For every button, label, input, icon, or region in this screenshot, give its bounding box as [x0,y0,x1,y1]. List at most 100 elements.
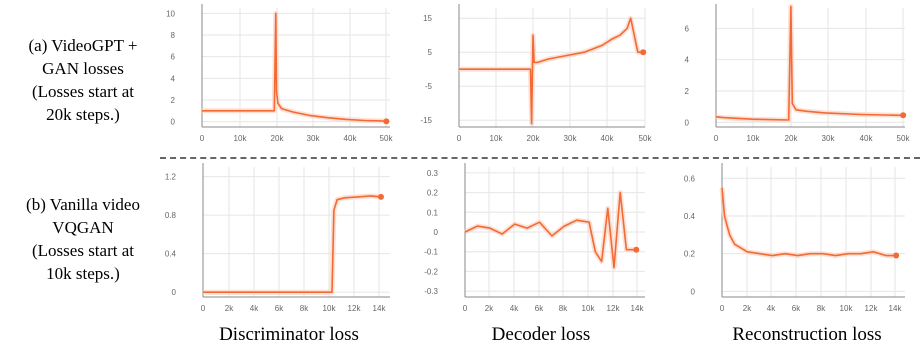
series-line [715,5,904,121]
x-tick-label: 40k [344,134,358,143]
row-label-b: (b) Vanilla video VQGAN (Losses start at… [2,193,164,285]
series-line [464,191,637,269]
x-tick-label: 10k [234,134,248,143]
row-label-b-line: 10k steps.) [46,264,120,283]
series-end-point [383,118,390,125]
y-tick-label: 0.2 [684,250,696,259]
x-tick-label: 2k [743,304,752,313]
x-tick-label: 6k [535,304,544,313]
y-tick-label: 0 [434,228,439,237]
series-end-point [377,193,384,200]
x-tick-label: 10k [747,134,761,143]
y-tick-label: 4 [685,56,690,65]
row-label-a: (a) VideoGPT + GAN losses (Losses start … [2,34,164,126]
row-label-a-line: 20k steps.) [46,105,120,124]
x-tick-label: 30k [822,134,836,143]
y-tick-label: 0.4 [684,212,696,221]
x-tick-label: 12k [865,304,879,313]
x-tick-label: 0 [201,304,206,313]
x-tick-label: 12k [607,304,621,313]
y-tick-label: 8 [171,31,176,40]
x-tick-label: 4k [250,304,259,313]
y-tick-label: 2 [171,96,176,105]
x-tick-label: 8k [817,304,826,313]
x-tick-label: 10k [323,304,337,313]
series-line [202,12,387,123]
x-tick-label: 20k [785,134,799,143]
series-line [459,17,644,125]
x-tick-label: 14k [889,304,903,313]
x-tick-label: 10k [840,304,854,313]
x-tick-label: 10k [582,304,596,313]
x-tick-label: 40k [601,134,615,143]
y-tick-label: 15 [423,14,432,23]
y-tick-label: -15 [420,116,432,125]
y-tick-label: 0.8 [165,211,177,220]
x-tick-label: 0 [200,134,205,143]
row-label-a-line: (Losses start at [32,82,134,101]
series-line [203,195,382,293]
y-tick-label: 6 [685,24,690,33]
x-tick-label: 4k [510,304,519,313]
x-tick-label: 0 [457,134,462,143]
y-tick-label: 1.2 [165,173,177,182]
series-line [721,187,897,257]
series-end-point [633,246,640,253]
series-band [202,10,387,124]
x-tick-label: 14k [373,304,387,313]
x-tick-label: 0 [714,134,719,143]
y-tick-label: 0.3 [427,169,439,178]
y-tick-label: 0.6 [684,174,696,183]
series-band [459,15,644,127]
row-separator [160,157,920,159]
column-label-decoder: Decoder loss [491,324,591,345]
x-tick-label: 14k [631,304,645,313]
x-tick-label: 4k [767,304,776,313]
y-tick-label: 0.1 [427,208,439,217]
y-tick-label: 0 [171,118,176,127]
x-tick-label: 50k [897,134,911,143]
y-tick-label: 2 [685,87,690,96]
y-tick-label: 0 [172,288,177,297]
x-tick-label: 20k [271,134,285,143]
x-tick-label: 6k [792,304,801,313]
row-label-b-line: (b) Vanilla video [26,195,140,214]
y-tick-label: 4 [171,74,176,83]
x-tick-label: 50k [639,134,653,143]
y-tick-label: 0.2 [427,189,439,198]
y-tick-label: 0 [691,287,696,296]
column-label-reconstruction: Reconstruction loss [732,324,882,345]
row-label-a-line: GAN losses [42,59,124,78]
y-tick-label: 6 [171,53,176,62]
y-tick-label: 10 [166,9,175,18]
x-tick-label: 8k [559,304,568,313]
x-tick-label: 20k [527,134,541,143]
x-tick-label: 50k [380,134,394,143]
series-band [719,187,897,259]
x-tick-label: 40k [860,134,874,143]
x-tick-label: 2k [225,304,234,313]
y-tick-label: -0.1 [424,248,438,257]
y-tick-label: -0.2 [424,267,438,276]
x-tick-label: 10k [490,134,504,143]
series-band [715,3,904,123]
y-tick-label: 0 [685,118,690,127]
column-label-discriminator: Discriminator loss [219,324,359,345]
x-tick-label: 6k [275,304,284,313]
x-tick-label: 30k [564,134,578,143]
row-label-b-line: (Losses start at [32,241,134,260]
y-tick-label: 0.4 [165,250,177,259]
series-end-point [640,49,647,56]
x-tick-label: 0 [720,304,725,313]
series-end-point [900,112,907,119]
series-end-point [893,252,900,259]
x-tick-label: 0 [463,304,468,313]
x-tick-label: 2k [485,304,494,313]
x-tick-label: 12k [348,304,362,313]
y-tick-label: -0.3 [424,287,438,296]
y-tick-label: -5 [425,82,433,91]
y-tick-label: 5 [428,48,433,57]
row-label-a-line: (a) VideoGPT + [28,36,138,55]
x-tick-label: 8k [300,304,309,313]
